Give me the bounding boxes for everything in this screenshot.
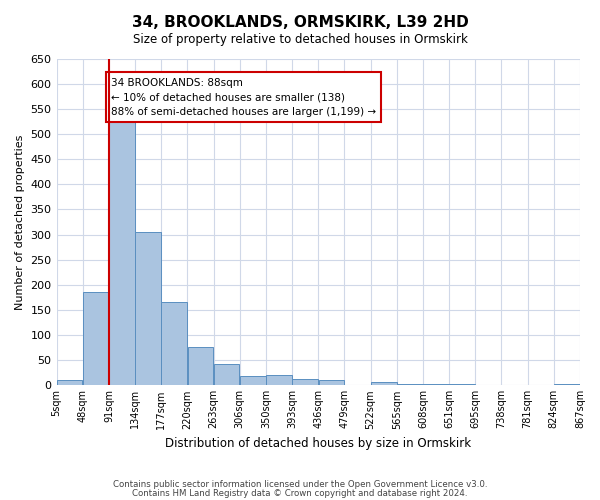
Bar [240, 376, 266, 385]
Bar [109, 116, 135, 385]
Text: Size of property relative to detached houses in Ormskirk: Size of property relative to detached ho… [133, 32, 467, 46]
Y-axis label: Number of detached properties: Number of detached properties [15, 134, 25, 310]
Bar [136, 232, 161, 385]
Bar [57, 380, 82, 385]
Text: Contains HM Land Registry data © Crown copyright and database right 2024.: Contains HM Land Registry data © Crown c… [132, 488, 468, 498]
Bar [397, 384, 423, 385]
Bar [423, 384, 449, 385]
Bar [83, 292, 109, 385]
Bar [319, 380, 344, 385]
Bar [214, 364, 239, 385]
Bar [292, 379, 318, 385]
X-axis label: Distribution of detached houses by size in Ormskirk: Distribution of detached houses by size … [165, 437, 472, 450]
Bar [554, 384, 580, 385]
Text: 34 BROOKLANDS: 88sqm
← 10% of detached houses are smaller (138)
88% of semi-deta: 34 BROOKLANDS: 88sqm ← 10% of detached h… [111, 78, 376, 117]
Bar [161, 302, 187, 385]
Text: 34, BROOKLANDS, ORMSKIRK, L39 2HD: 34, BROOKLANDS, ORMSKIRK, L39 2HD [131, 15, 469, 30]
Bar [449, 384, 475, 385]
Text: Contains public sector information licensed under the Open Government Licence v3: Contains public sector information licen… [113, 480, 487, 489]
Bar [371, 382, 397, 385]
Bar [266, 375, 292, 385]
Bar [188, 348, 214, 385]
